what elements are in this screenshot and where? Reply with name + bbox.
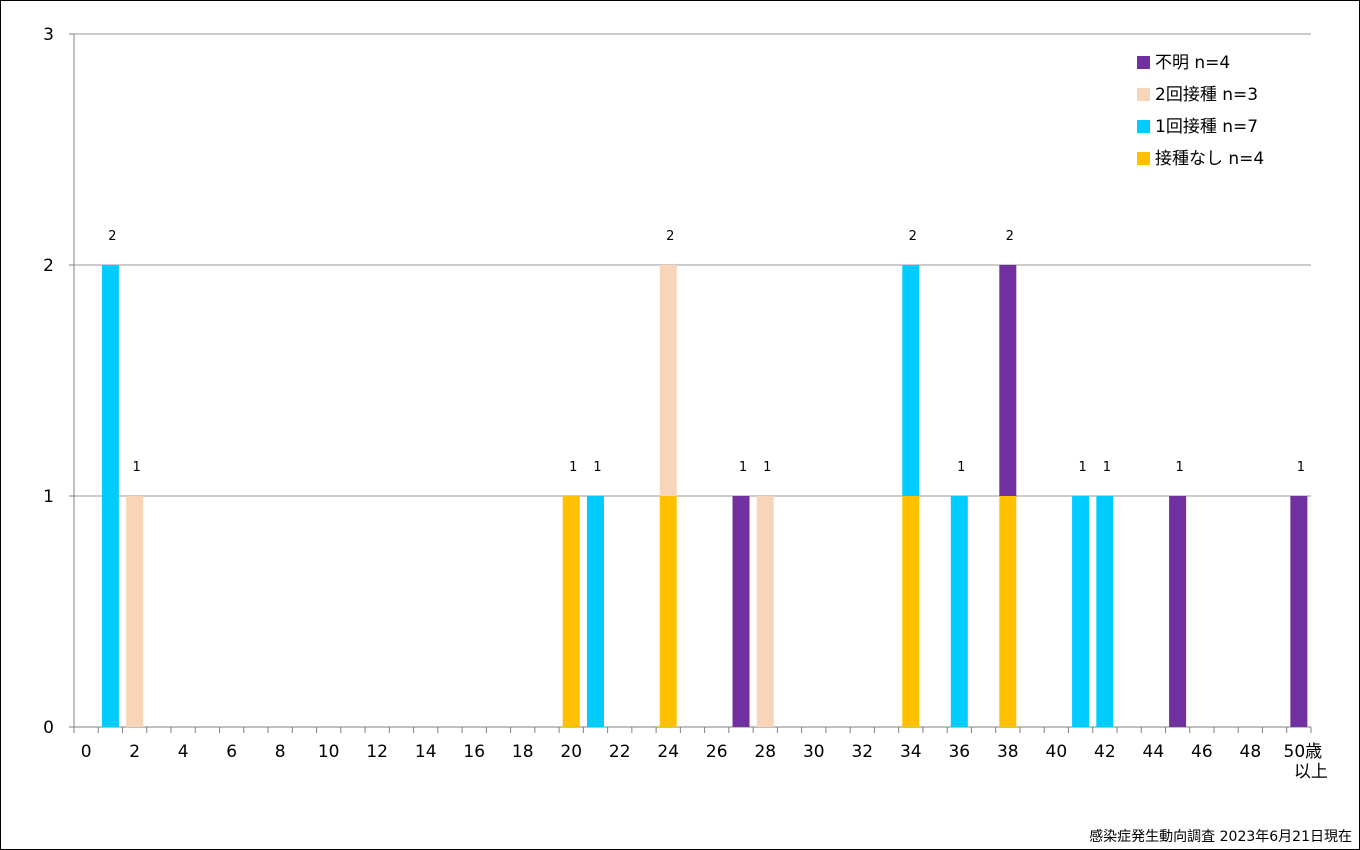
data-label: 2 [909, 229, 917, 244]
bar-segment [999, 265, 1017, 496]
x-tick-label: 16 [463, 742, 485, 762]
x-tick-label: 22 [609, 742, 631, 762]
bar-segment [756, 496, 774, 727]
x-tick-label: 34 [900, 742, 922, 762]
x-tick-label: 28 [754, 742, 776, 762]
x-tick-label: 36 [948, 742, 970, 762]
bar-segment [1072, 496, 1090, 727]
y-tick-label: 3 [43, 25, 54, 45]
source-note: 感染症発生動向調査 2023年6月21日現在 [1089, 828, 1352, 845]
bar-segment [999, 496, 1017, 727]
legend-label: 2回接種 n=3 [1155, 85, 1258, 105]
bar-segment [659, 265, 677, 496]
y-tick-label: 1 [43, 487, 54, 507]
bar-segment [732, 496, 750, 727]
bar-segment [902, 496, 920, 727]
bar-segment [126, 496, 144, 727]
data-label: 2 [1006, 229, 1014, 244]
data-label: 1 [1297, 460, 1305, 475]
bar-segment [950, 496, 968, 727]
x-tick-label: 26 [706, 742, 728, 762]
x-tick-label: 46 [1191, 742, 1213, 762]
x-tick-label: 10 [318, 742, 340, 762]
data-label: 1 [957, 460, 965, 475]
x-tick-label: 24 [657, 742, 679, 762]
legend: 不明 n=4 2回接種 n=3 1回接種 n=7 接種なし n=4 [1137, 53, 1264, 169]
legend-label: 接種なし n=4 [1155, 149, 1264, 169]
data-label: 1 [132, 460, 140, 475]
bar-segment [101, 265, 119, 727]
bar-segment [1290, 496, 1308, 727]
x-tick-label: 42 [1094, 742, 1116, 762]
bar-segment [562, 496, 580, 727]
data-label: 2 [108, 229, 116, 244]
bar-segment [902, 265, 920, 496]
x-tick-label: 6 [226, 742, 237, 762]
legend-label: 不明 n=4 [1155, 53, 1230, 73]
x-tick-label: 20 [560, 742, 582, 762]
data-label: 1 [569, 460, 577, 475]
data-label: 1 [593, 460, 601, 475]
x-tick-label: 44 [1143, 742, 1165, 762]
data-label: 1 [1175, 460, 1183, 475]
x-tick-label: 18 [512, 742, 534, 762]
legend-swatch [1137, 152, 1150, 165]
y-tick-label: 2 [43, 256, 54, 276]
x-tick-label: 14 [415, 742, 437, 762]
data-label: 1 [1103, 460, 1111, 475]
x-tick-label: 38 [997, 742, 1019, 762]
legend-swatch [1137, 120, 1150, 133]
x-tick-label: 12 [366, 742, 388, 762]
data-label: 1 [739, 460, 747, 475]
x-tick-label: 50歳 [1284, 742, 1323, 762]
x-tick-label: 30 [803, 742, 825, 762]
bar-segment [1096, 496, 1114, 727]
legend-swatch [1137, 88, 1150, 101]
bar-segment [659, 496, 677, 727]
x-tick-label: 以上 [1294, 762, 1328, 782]
y-tick-label: 0 [43, 718, 54, 738]
data-label: 1 [1078, 460, 1086, 475]
legend-label: 1回接種 n=7 [1155, 117, 1258, 137]
data-label: 2 [666, 229, 674, 244]
bar-segment [1169, 496, 1187, 727]
x-tick-label: 4 [178, 742, 189, 762]
x-tick-label: 8 [275, 742, 286, 762]
bar-segment [586, 496, 604, 727]
x-tick-label: 32 [851, 742, 873, 762]
legend-swatch [1137, 56, 1150, 69]
x-tick-label: 40 [1046, 742, 1068, 762]
x-tick-label: 48 [1240, 742, 1262, 762]
x-tick-label: 2 [129, 742, 140, 762]
data-label: 1 [763, 460, 771, 475]
x-tick-label: 0 [81, 742, 92, 762]
